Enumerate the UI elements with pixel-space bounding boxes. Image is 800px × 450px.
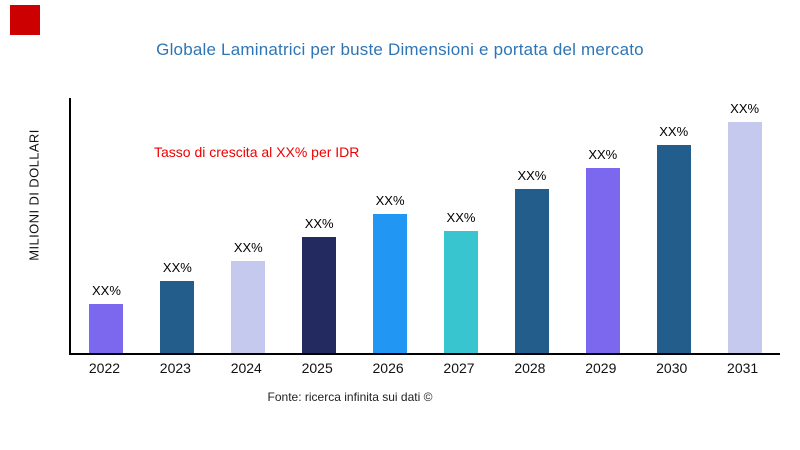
source-note: Fonte: ricerca infinita sui dati © <box>267 390 433 404</box>
bars-container: XX% XX% XX% XX% XX% XX% XX% XX% XX% XX% <box>71 98 780 353</box>
bar-slot-2029: XX% <box>567 147 638 353</box>
bar-2026 <box>373 214 408 353</box>
x-tick-2030: 2030 <box>656 360 688 376</box>
x-tick-2025: 2025 <box>301 360 333 376</box>
bar-slot-2031: XX% <box>709 101 780 353</box>
bar-slot-2023: XX% <box>142 260 213 353</box>
x-tick-2027: 2027 <box>443 360 475 376</box>
bar-slot-2027: XX% <box>426 210 497 353</box>
bar-2023 <box>160 281 195 353</box>
bar-value-label-2029: XX% <box>588 147 618 162</box>
x-tick-2024: 2024 <box>230 360 262 376</box>
bar-value-label-2022: XX% <box>92 283 121 298</box>
x-axis-ticks: 2022 2023 2024 2025 2026 2027 2028 2029 2030 2031 <box>69 360 778 376</box>
x-tick-2029: 2029 <box>585 360 617 376</box>
bar-value-label-2027: XX% <box>446 210 476 225</box>
bar-slot-2028: XX% <box>496 168 567 353</box>
plot-area: Tasso di crescita al XX% per IDR XX% XX% X… <box>69 98 780 355</box>
x-tick-2031: 2031 <box>727 360 759 376</box>
x-tick-2028: 2028 <box>514 360 546 376</box>
bar-slot-2022: XX% <box>71 283 142 353</box>
bar-slot-2026: XX% <box>355 193 426 353</box>
bar-slot-2025: XX% <box>284 216 355 353</box>
bar-slot-2024: XX% <box>213 240 284 353</box>
bar-value-label-2023: XX% <box>162 260 192 275</box>
x-tick-2022: 2022 <box>88 360 121 376</box>
decor-red-square <box>10 5 40 35</box>
bar-value-label-2030: XX% <box>659 124 689 139</box>
x-tick-2023: 2023 <box>159 360 191 376</box>
bar-2024 <box>231 261 266 353</box>
bar-2028 <box>514 189 549 353</box>
bar-value-label-2026: XX% <box>375 193 405 208</box>
x-tick-2026: 2026 <box>372 360 404 376</box>
bar-2030 <box>656 145 691 353</box>
bar-2031 <box>727 122 762 353</box>
bar-2027 <box>443 231 478 353</box>
bar-value-label-2031: XX% <box>730 101 760 116</box>
y-axis-label: MILIONI DI DOLLARI <box>26 129 42 261</box>
growth-annotation: Tasso di crescita al XX% per IDR <box>154 144 360 160</box>
bar-value-label-2028: XX% <box>517 168 547 183</box>
bar-2022 <box>89 304 124 353</box>
chart-title: Globale Laminatrici per buste Dimensioni… <box>156 40 644 59</box>
bar-2029 <box>585 168 620 353</box>
bar-slot-2030: XX% <box>638 124 709 353</box>
bar-value-label-2025: XX% <box>304 216 334 231</box>
bar-2025 <box>302 237 337 353</box>
bar-value-label-2024: XX% <box>233 240 263 255</box>
